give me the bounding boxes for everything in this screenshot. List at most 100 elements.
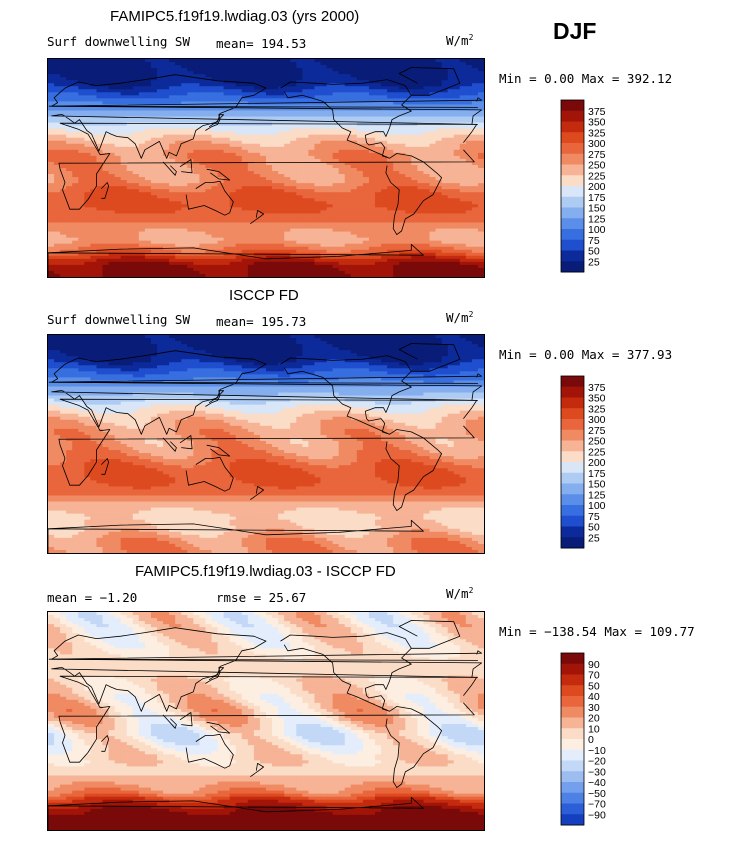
map-1-cell bbox=[278, 219, 285, 224]
map-1-cell bbox=[181, 152, 188, 157]
map-1-cell bbox=[84, 168, 91, 172]
map-1-cell bbox=[241, 186, 249, 190]
map-1-cell bbox=[163, 213, 170, 218]
map-1-cell bbox=[459, 161, 467, 166]
map-1-cell bbox=[435, 240, 443, 245]
map-1-cell bbox=[175, 204, 182, 208]
map-1-cell bbox=[90, 171, 98, 175]
map-1-cell bbox=[266, 158, 273, 163]
map-1-cell bbox=[362, 192, 370, 196]
map-1-cell bbox=[387, 168, 394, 172]
map-1-cell bbox=[138, 234, 146, 239]
map-1-cell bbox=[272, 240, 279, 245]
map-1-cell bbox=[205, 216, 213, 221]
map-1-cell bbox=[447, 171, 455, 175]
map-1-cell bbox=[465, 171, 473, 175]
map-1-cell bbox=[320, 62, 328, 66]
map-1-cell bbox=[344, 155, 352, 160]
map-1-cell bbox=[241, 177, 249, 181]
map-1-cell bbox=[338, 158, 346, 163]
map-1-cell bbox=[175, 65, 182, 69]
map-1-cell bbox=[302, 222, 309, 227]
map-1-cell bbox=[350, 177, 358, 181]
map-1-cell bbox=[54, 116, 61, 121]
map-1-cell bbox=[193, 86, 200, 90]
map-1-cell bbox=[163, 210, 170, 215]
map-1-cell bbox=[399, 164, 406, 169]
map-1-cell bbox=[459, 240, 467, 245]
map-1-cell bbox=[459, 65, 467, 69]
map-1-cell bbox=[241, 231, 249, 236]
map-1-cell bbox=[144, 68, 152, 72]
map-1-cell bbox=[320, 213, 328, 218]
map-1-cell bbox=[235, 110, 243, 115]
map-1-cell bbox=[90, 258, 98, 263]
map-1-cell bbox=[417, 113, 425, 118]
map-1-cell bbox=[217, 186, 225, 190]
map-1-cell bbox=[332, 59, 340, 63]
map-1-cell bbox=[114, 264, 122, 269]
map-1-cell bbox=[96, 204, 104, 208]
map-1-cell bbox=[296, 219, 303, 224]
map-1-cell bbox=[144, 171, 152, 175]
map-1-cell bbox=[381, 234, 388, 239]
map-1-cell bbox=[150, 231, 158, 236]
map-1-cell bbox=[447, 110, 455, 115]
map-1-cell bbox=[435, 113, 443, 118]
map-1-cell bbox=[78, 192, 85, 196]
map-1-cell bbox=[163, 258, 170, 263]
map-1-cell bbox=[344, 264, 352, 269]
map-1-cell bbox=[90, 243, 98, 248]
map-1-cell bbox=[253, 201, 261, 205]
map-1-cell bbox=[247, 195, 255, 199]
map-1-cell bbox=[84, 128, 91, 133]
map-1-cell bbox=[411, 234, 418, 239]
map-1-cell bbox=[241, 249, 249, 254]
map-1-cell bbox=[435, 59, 443, 63]
map-1-cell bbox=[435, 222, 443, 227]
map-1-cell bbox=[138, 89, 146, 93]
map-1-cell bbox=[199, 243, 207, 248]
map-1-cell bbox=[399, 146, 406, 151]
map-1-cell bbox=[78, 119, 85, 124]
map-1-cell bbox=[338, 249, 346, 254]
map-1-cell bbox=[90, 110, 98, 115]
map-1-cell bbox=[350, 107, 358, 112]
map-1-cell bbox=[350, 213, 358, 218]
map-1-cell bbox=[308, 80, 316, 84]
map-1-cell bbox=[217, 98, 225, 102]
map-1-cell bbox=[259, 180, 267, 184]
map-1-cell bbox=[217, 164, 225, 169]
map-1-cell bbox=[217, 80, 225, 84]
map-1-cell bbox=[362, 243, 370, 248]
map-1-cell bbox=[459, 77, 467, 81]
map-1-cell bbox=[308, 264, 316, 269]
map-1-cell bbox=[114, 234, 122, 239]
map-1-cell bbox=[54, 122, 61, 127]
map-1-cell bbox=[290, 243, 297, 248]
map-1-cell bbox=[441, 59, 449, 63]
map-1-cell bbox=[229, 249, 237, 254]
map-1-cell bbox=[393, 119, 400, 124]
map-1-cell bbox=[72, 177, 79, 181]
map-1-cell bbox=[96, 164, 104, 169]
map-1-cell bbox=[453, 213, 461, 218]
map-1-cell bbox=[114, 92, 122, 96]
map-1-cell bbox=[344, 98, 352, 102]
map-1-cell bbox=[284, 80, 291, 84]
map-1-cell bbox=[459, 137, 467, 142]
map-1-cell bbox=[132, 195, 140, 199]
map-1-cell bbox=[72, 89, 79, 93]
map-1-cell bbox=[253, 143, 261, 148]
map-1-cell bbox=[90, 149, 98, 154]
map-1-cell bbox=[253, 240, 261, 245]
map-1-cell bbox=[181, 155, 188, 160]
map-1-cell bbox=[272, 231, 279, 236]
map-1-cell bbox=[320, 71, 328, 75]
map-1-cell bbox=[477, 225, 484, 230]
map-1-cell bbox=[235, 83, 243, 87]
map-1-cell bbox=[375, 168, 382, 172]
map-1-cell bbox=[405, 189, 412, 193]
map-1-cell bbox=[126, 98, 134, 102]
map-1-cell bbox=[193, 131, 200, 136]
